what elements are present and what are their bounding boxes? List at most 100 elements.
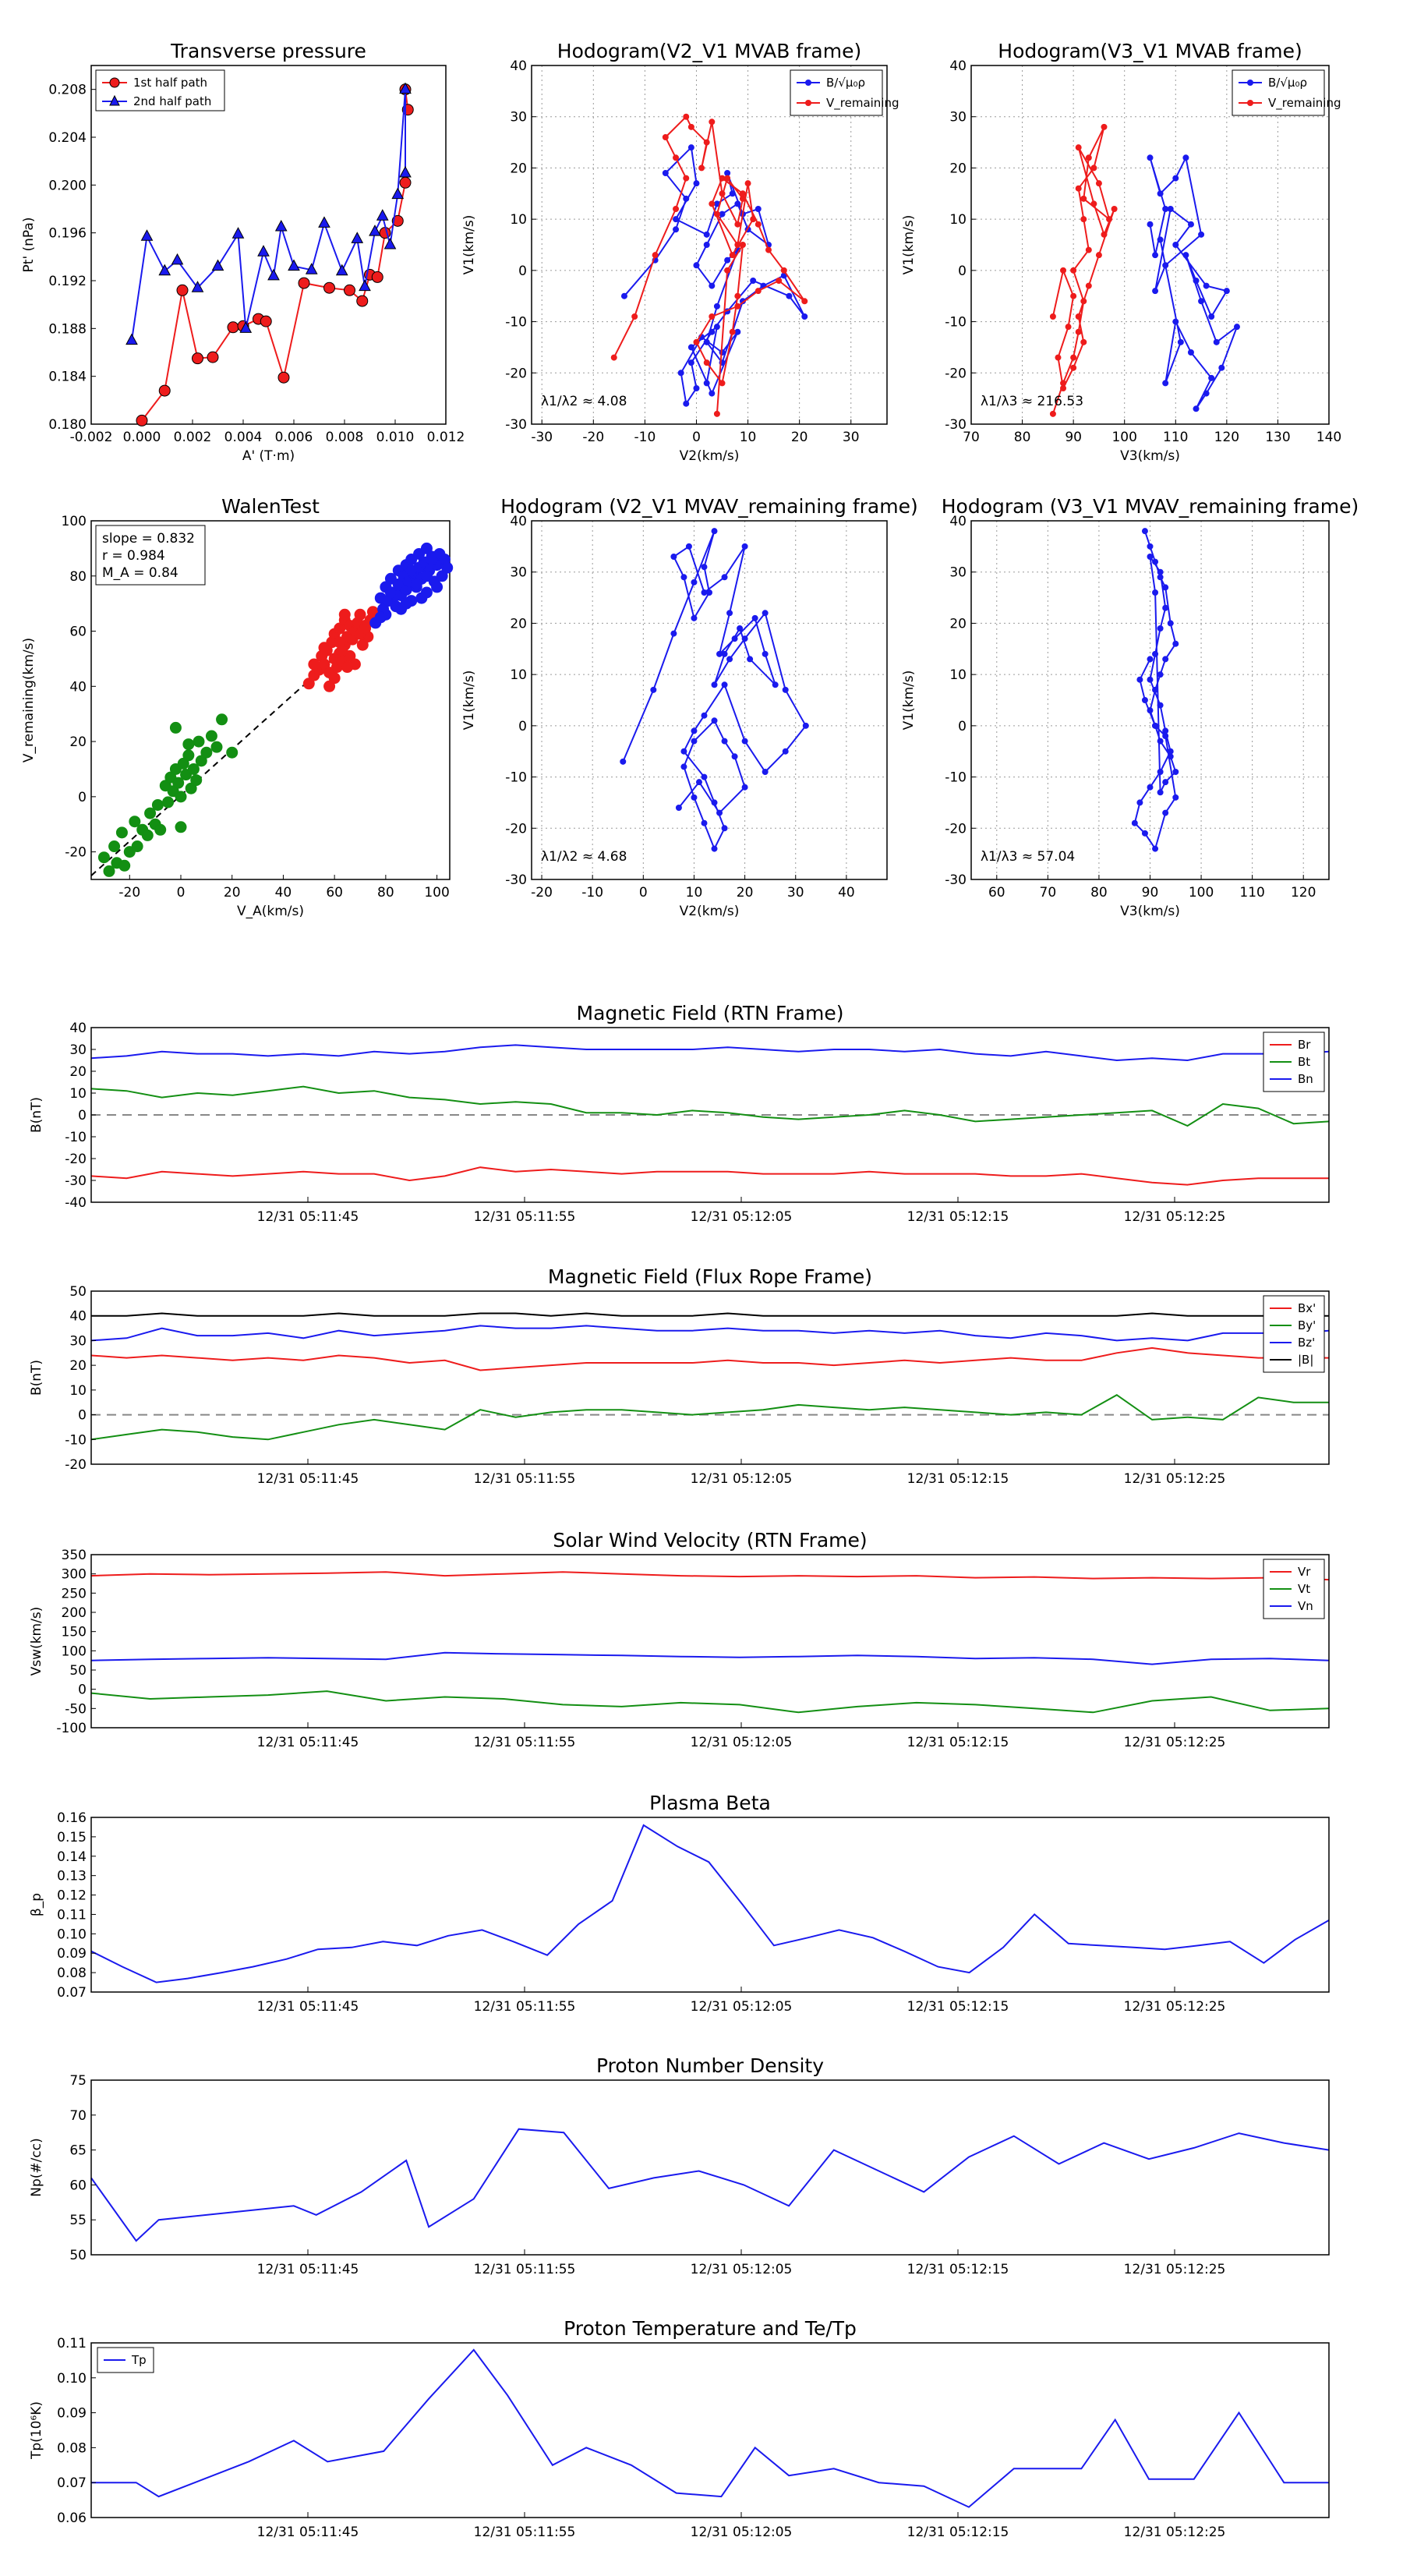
- walen-point-green: [151, 798, 164, 811]
- transverse-xtick-label: 0.006: [275, 430, 313, 445]
- hodo1-series-marker: [687, 359, 694, 366]
- hodo2-series-marker: [1187, 349, 1194, 356]
- hodo2-series-marker: [1218, 364, 1225, 371]
- mag_rtn-legend: Br Bt Bn: [1263, 1031, 1325, 1092]
- hodo3-series-marker: [701, 564, 708, 571]
- hodo3-xtick-label: 40: [838, 885, 855, 901]
- hodo2-xtick-label: 110: [1163, 430, 1188, 445]
- transverse-legend: 1st half path 2nd half path: [95, 69, 225, 111]
- hodo3-ytick-label: 40: [510, 514, 527, 529]
- hodo2-series-marker: [1101, 123, 1108, 130]
- hodo4-series-marker: [1162, 733, 1169, 739]
- hodo1-ytick-label: 20: [510, 161, 527, 176]
- beta-ytick-label: 0.12: [57, 1888, 87, 1904]
- vsw-ytick-label: 150: [62, 1625, 87, 1640]
- hodo3-frame: [531, 520, 888, 880]
- walen-point-green: [195, 755, 207, 767]
- hodo1-series-marker: [687, 344, 694, 351]
- hodo3-series-marker: [711, 799, 718, 806]
- legend-marker: [1247, 80, 1253, 86]
- beta-ytick-label: 0.16: [57, 1810, 87, 1826]
- hodo3-series-marker: [711, 528, 718, 535]
- hodo2-ytick-label: 0: [958, 264, 967, 279]
- hodo4-series-marker: [1157, 769, 1164, 775]
- mag_fr-xtick-label: 12/31 05:11:55: [474, 1471, 576, 1487]
- mag_rtn-ytick-label: 40: [69, 1021, 87, 1036]
- hodo2-series-marker: [1182, 252, 1189, 259]
- transverse-xtick-label: 0.010: [376, 430, 415, 445]
- legend-frame: [790, 69, 883, 116]
- beta-series-β_p: [90, 1824, 1330, 1983]
- hodo1-xtick-label: -20: [582, 430, 604, 445]
- walen-point-green: [144, 807, 157, 819]
- hodo4-series-marker: [1147, 543, 1154, 550]
- hodo4-series-marker: [1147, 784, 1154, 791]
- hodo2-series-marker: [1070, 354, 1077, 361]
- transverse-series-marker: [399, 176, 412, 189]
- hodo4-series-marker: [1172, 794, 1179, 801]
- hodo1-series-marker: [683, 175, 690, 182]
- hodo1-legend: B/√μ₀ρ V_remaining: [790, 69, 899, 116]
- legend-marker: [1247, 100, 1253, 106]
- hodo1-series-line: [613, 115, 806, 414]
- beta-ylabel: β_p: [29, 1893, 44, 1916]
- hodo1-series-marker: [673, 206, 680, 212]
- tp-ytick-label: 0.06: [57, 2511, 87, 2526]
- hodo2-series-marker: [1065, 324, 1072, 331]
- mag_fr-ylabel: B(nT): [29, 1360, 44, 1396]
- walen-title: WalenTest: [221, 495, 320, 518]
- hodo2-series-marker: [1182, 154, 1189, 161]
- hodo4-series-marker: [1162, 584, 1169, 591]
- walen-point-green: [210, 741, 223, 753]
- mag_rtn-xtick-label: 12/31 05:12:25: [1124, 1209, 1226, 1225]
- mag_rtn-xtick-label: 12/31 05:11:45: [257, 1209, 359, 1225]
- hodo3-series-marker: [691, 614, 698, 621]
- hodo4-ylabel: V1(km/s): [901, 671, 917, 731]
- transverse-title: Transverse pressure: [170, 40, 366, 62]
- hodo2-series-marker: [1080, 195, 1087, 202]
- mag_fr-ytick-label: -20: [65, 1457, 87, 1473]
- hodo2-series-marker: [1172, 242, 1179, 248]
- hodo2-series-marker: [1111, 206, 1118, 212]
- hodo1-series-marker: [703, 380, 710, 387]
- hodo2-eigen-ratio: λ1/λ3 ≈ 216.53: [981, 394, 1083, 409]
- transverse-series-marker: [227, 321, 239, 334]
- mag_fr-title: Magnetic Field (Flux Rope Frame): [548, 1265, 872, 1288]
- hodo3-xtick-label: 10: [686, 885, 703, 901]
- hodo3-series-marker: [721, 650, 728, 657]
- chart-vsw: 12/31 05:11:45 12/31 05:11:55 12/31 05:12:…: [29, 1529, 1330, 1750]
- hodo1-series-marker: [739, 195, 746, 202]
- hodo4-series-marker: [1147, 707, 1154, 714]
- hodo2-xtick-label: 130: [1265, 430, 1290, 445]
- hodo1-ytick-label: 40: [510, 58, 527, 74]
- hodo4-series-marker: [1162, 656, 1169, 663]
- walen-point-red: [302, 678, 315, 690]
- walen-point-red: [334, 636, 346, 649]
- hodo1-series-marker: [713, 211, 720, 218]
- hodo1-series-marker: [724, 267, 731, 274]
- hodo1-ytick-label: -30: [505, 417, 527, 433]
- hodo4-series-marker: [1152, 686, 1159, 693]
- walen-point-green: [200, 746, 213, 759]
- vsw-frame: [90, 1554, 1330, 1729]
- hodo3-series-marker: [751, 614, 758, 621]
- transverse-xtick-label: -0.002: [70, 430, 113, 445]
- hodo1-series-marker: [693, 180, 700, 187]
- np-ytick-label: 70: [69, 2108, 87, 2124]
- hodo3-series-marker: [716, 650, 723, 657]
- hodo4-xtick-label: 100: [1189, 885, 1214, 901]
- tp-ytick-label: 0.10: [57, 2371, 87, 2387]
- hodo1-series-marker: [673, 216, 680, 223]
- transverse-ytick-label: 0.188: [48, 321, 87, 337]
- transverse-series-marker: [323, 281, 335, 294]
- mag_fr-ytick-label: 0: [78, 1408, 87, 1424]
- mag_rtn-ylabel: B(nT): [29, 1097, 44, 1133]
- hodo2-series-marker: [1193, 405, 1200, 412]
- hodo1-series-marker: [734, 200, 741, 207]
- mag_fr-legend: Bx' By' Bz' |B|: [1263, 1295, 1325, 1373]
- hodo4-xtick-label: 90: [1142, 885, 1159, 901]
- walen-point-red: [356, 639, 369, 651]
- hodo1-ytick-label: -10: [505, 315, 527, 331]
- walen-point-green: [185, 782, 197, 794]
- walen-point-red: [341, 661, 354, 674]
